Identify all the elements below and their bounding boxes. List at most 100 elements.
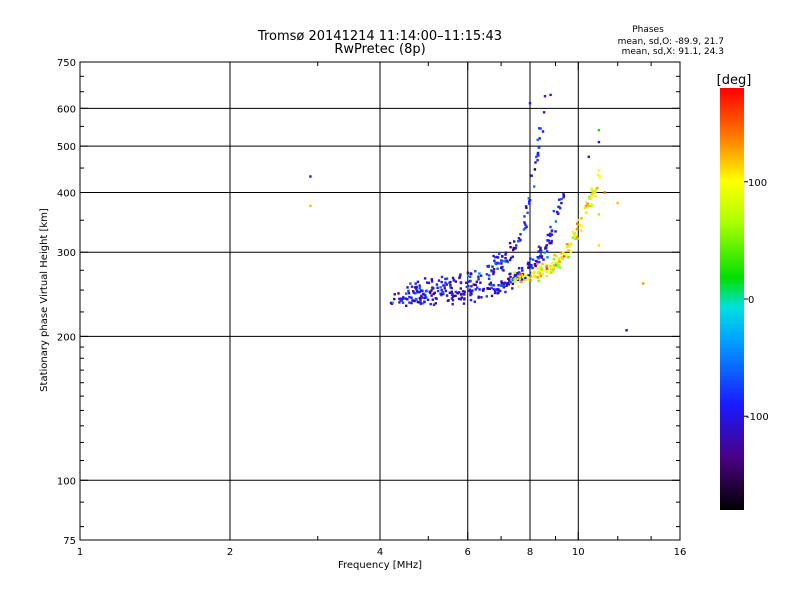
data-point bbox=[584, 205, 588, 208]
data-point bbox=[410, 285, 414, 288]
data-point bbox=[576, 222, 579, 225]
grid-layer bbox=[80, 62, 680, 540]
data-point bbox=[536, 138, 539, 142]
data-point bbox=[429, 291, 432, 295]
colorbar-ticks: 100 0 -100 bbox=[744, 178, 769, 423]
data-point bbox=[523, 215, 526, 218]
data-point bbox=[580, 225, 583, 228]
stats-x-line: mean, sd,X: 91.1, 24.3 bbox=[622, 47, 724, 57]
data-point bbox=[519, 280, 522, 284]
data-point bbox=[511, 282, 515, 285]
data-point bbox=[537, 245, 541, 248]
data-point bbox=[431, 286, 434, 289]
data-point bbox=[500, 282, 503, 285]
data-point bbox=[530, 272, 534, 275]
data-point bbox=[450, 290, 453, 293]
data-point bbox=[477, 275, 480, 278]
data-point bbox=[569, 250, 572, 253]
data-point bbox=[590, 204, 593, 208]
data-point bbox=[416, 289, 419, 293]
data-point bbox=[513, 274, 516, 278]
data-point bbox=[465, 281, 468, 284]
colorbar-label: [deg] bbox=[717, 73, 752, 88]
data-point bbox=[500, 262, 503, 265]
data-point bbox=[542, 258, 545, 261]
data-point bbox=[430, 280, 434, 283]
data-point bbox=[477, 295, 480, 298]
data-point bbox=[597, 169, 601, 172]
data-point bbox=[496, 267, 499, 270]
data-point bbox=[549, 234, 552, 238]
data-point bbox=[543, 95, 547, 98]
data-point bbox=[516, 272, 519, 275]
data-point bbox=[400, 299, 403, 302]
data-point bbox=[452, 279, 455, 282]
data-point bbox=[511, 287, 514, 290]
x-tick-label: 2 bbox=[227, 547, 233, 558]
data-point bbox=[555, 254, 558, 258]
data-point bbox=[563, 254, 566, 258]
data-point bbox=[518, 275, 522, 278]
data-point bbox=[537, 257, 540, 260]
data-point bbox=[550, 239, 553, 243]
data-point bbox=[427, 281, 431, 285]
data-point bbox=[509, 256, 513, 260]
data-point bbox=[590, 187, 593, 190]
data-point bbox=[539, 248, 542, 251]
data-point bbox=[550, 267, 553, 271]
data-point bbox=[501, 265, 504, 269]
data-point bbox=[460, 296, 463, 299]
chart-subtitle: RwPretec (8p) bbox=[334, 42, 425, 57]
data-point bbox=[419, 298, 422, 301]
data-point bbox=[521, 269, 524, 272]
data-point bbox=[527, 276, 530, 279]
data-point bbox=[466, 271, 470, 274]
data-point bbox=[590, 203, 593, 206]
data-point bbox=[536, 256, 539, 259]
data-point bbox=[485, 295, 488, 298]
data-point bbox=[499, 266, 503, 269]
y-tick-label: 400 bbox=[57, 188, 76, 199]
data-point bbox=[494, 256, 497, 259]
data-point bbox=[443, 284, 446, 287]
data-point bbox=[414, 292, 417, 295]
data-point bbox=[469, 279, 472, 283]
data-point bbox=[493, 291, 497, 295]
data-point bbox=[594, 194, 597, 198]
data-point bbox=[548, 242, 551, 245]
data-point bbox=[440, 293, 443, 297]
colorbar: [deg] 100 0 -100 bbox=[717, 73, 769, 510]
data-point bbox=[527, 262, 530, 265]
data-point bbox=[499, 289, 502, 293]
data-point bbox=[497, 288, 500, 291]
data-point bbox=[524, 279, 527, 282]
data-point bbox=[498, 252, 501, 255]
data-point bbox=[497, 284, 500, 287]
data-point bbox=[552, 209, 555, 213]
data-point bbox=[415, 298, 418, 301]
data-point bbox=[413, 299, 416, 303]
data-point bbox=[552, 257, 556, 261]
data-point bbox=[546, 250, 549, 253]
data-point bbox=[407, 292, 411, 295]
data-point bbox=[538, 276, 541, 279]
data-point bbox=[432, 292, 435, 296]
colorbar-tick-label: 0 bbox=[748, 295, 754, 306]
data-point bbox=[519, 239, 522, 242]
data-point bbox=[545, 247, 548, 250]
data-point bbox=[492, 284, 495, 287]
data-point bbox=[558, 260, 562, 263]
data-point bbox=[558, 198, 561, 201]
data-point bbox=[447, 299, 450, 302]
data-point bbox=[566, 243, 569, 246]
data-point bbox=[528, 199, 532, 202]
data-point bbox=[398, 301, 401, 304]
data-point bbox=[450, 286, 453, 290]
data-point bbox=[538, 260, 541, 264]
data-point bbox=[569, 242, 573, 245]
data-point bbox=[511, 255, 514, 258]
data-point bbox=[597, 140, 601, 144]
data-point bbox=[524, 205, 528, 208]
data-point bbox=[511, 278, 514, 282]
data-point bbox=[516, 277, 519, 281]
